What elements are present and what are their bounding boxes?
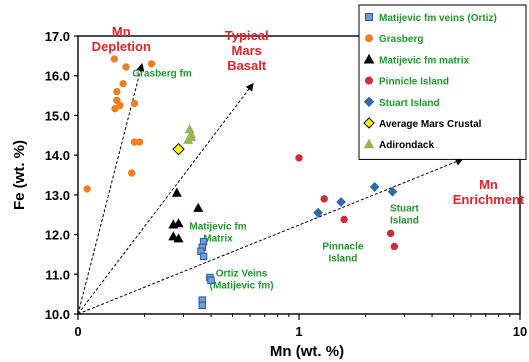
annotation-line: Mars (232, 43, 262, 58)
annotation-line: Basalt (227, 58, 267, 73)
x-tick-label: 0 (74, 324, 81, 339)
data-point (193, 202, 204, 212)
annotation-grasberg-fm: Grasberg fm (132, 69, 192, 80)
y-tick-label: 12.0 (45, 228, 70, 243)
y-tick-label: 17.0 (45, 29, 70, 44)
data-point (171, 187, 182, 197)
data-point (198, 301, 206, 309)
y-tick-label: 10.0 (45, 307, 70, 322)
legend-marker (363, 138, 375, 149)
legend-marker (365, 76, 373, 85)
legend-label: Adirondack (379, 140, 434, 151)
x-tick-label: 1 (295, 324, 302, 339)
data-point (119, 79, 127, 88)
series-3 (295, 154, 399, 251)
legend-label: Pinnicle Island (379, 77, 449, 88)
data-point (83, 185, 91, 193)
series-5 (172, 142, 185, 156)
data-point (168, 231, 179, 241)
data-point (111, 104, 119, 113)
annotation-line: Stuart (390, 204, 420, 215)
legend-label: Stuart Island (379, 98, 440, 109)
data-point (207, 276, 215, 284)
data-point (113, 87, 121, 96)
data-point (390, 242, 399, 251)
annotation-line: Matrix (203, 233, 233, 244)
annotation-line: Matijevic fm (189, 221, 246, 232)
data-point (387, 229, 395, 238)
data-point (172, 142, 185, 156)
series-4 (313, 182, 398, 218)
annotation-line: Island (328, 253, 357, 264)
data-point (122, 63, 130, 71)
series-2 (168, 187, 204, 243)
y-tick-label: 14.0 (45, 148, 70, 163)
legend-marker (365, 34, 373, 43)
legend-label: Matijevic fm matrix (379, 55, 469, 66)
data-point (110, 55, 119, 63)
annotation-line: (Matijevic fm) (210, 280, 274, 291)
data-point (135, 138, 144, 146)
legend-box (358, 4, 527, 160)
data-point (387, 186, 398, 197)
y-tick-label: 16.0 (45, 69, 70, 84)
legend-label: Grasberg (379, 34, 423, 45)
y-tick-label: 11.0 (45, 267, 70, 282)
annotation-line: Island (390, 216, 419, 227)
x-axis-title: Mn (wt. %) (270, 343, 344, 360)
data-point (199, 252, 208, 261)
legend-marker (365, 13, 373, 21)
legend-label: Average Mars Crustal (379, 119, 482, 130)
series-0 (197, 238, 215, 309)
data-point (147, 60, 156, 68)
annotation-ortiz-veins: Ortiz Veins(Matijevic fm) (210, 268, 274, 291)
data-point (313, 207, 323, 218)
x-tick-label: 10 (513, 324, 527, 339)
series-6 (183, 124, 197, 144)
data-point (340, 215, 348, 224)
data-point (113, 96, 121, 105)
annotation-line: Ortiz Veins (216, 268, 268, 279)
annotation-line: Depletion (92, 39, 151, 54)
legend: Matijevic fm veins (Ortiz) Grasberg Matije… (358, 4, 527, 160)
trend-arrow (77, 82, 254, 315)
legend-label: Matijevic fm veins (Ortiz) (379, 13, 497, 24)
annotation-line: Enrichment (453, 192, 525, 207)
annotation-line: Mn (112, 24, 131, 39)
data-point (130, 99, 139, 108)
y-tick-label: 13.0 (45, 188, 70, 203)
legend-marker (363, 53, 375, 64)
data-point (184, 124, 195, 134)
data-point (173, 218, 184, 228)
data-point (295, 154, 303, 162)
data-point (173, 233, 184, 243)
annotation-line: Typical (225, 28, 269, 43)
annotation-line: Pinnacle (322, 241, 364, 252)
annotation-line: Grasberg fm (132, 69, 192, 80)
data-point (369, 182, 380, 192)
legend-marker (363, 117, 375, 129)
data-point (336, 197, 346, 207)
data-point (320, 195, 328, 203)
data-point (186, 132, 197, 142)
trend-arrow (77, 158, 464, 315)
data-point (128, 169, 136, 177)
legend-marker (363, 96, 375, 108)
annotation-line: Mn (479, 177, 498, 192)
series-1 (83, 55, 156, 193)
y-axis-title: Fe (wt. %) (11, 140, 28, 210)
y-tick-label: 15.0 (45, 108, 70, 123)
